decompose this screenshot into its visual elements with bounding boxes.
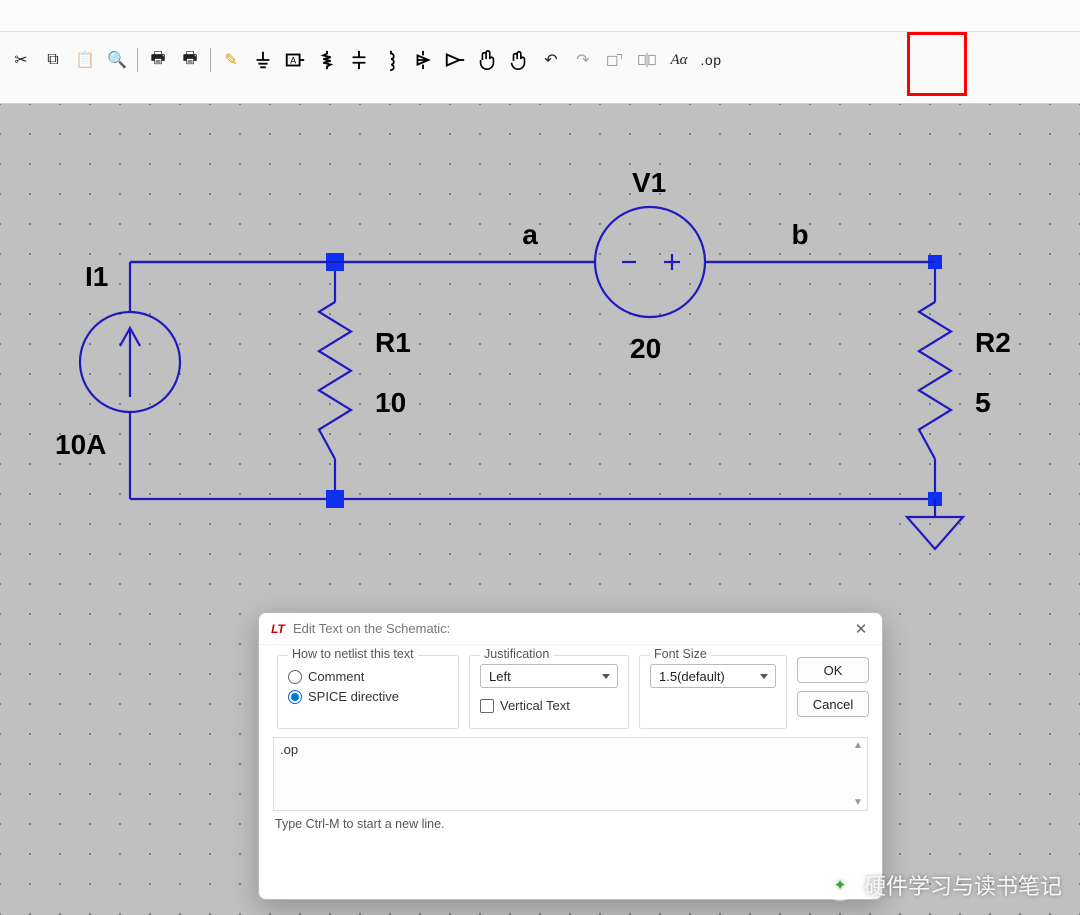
drag-icon[interactable] — [504, 45, 534, 75]
rotate-icon[interactable] — [600, 45, 630, 75]
svg-text:R1: R1 — [375, 327, 411, 358]
svg-text:V1: V1 — [632, 167, 666, 198]
comment-label: Comment — [308, 669, 364, 684]
svg-text:a: a — [522, 219, 538, 250]
just-value: Left — [489, 669, 511, 684]
netlist-legend: How to netlist this text — [288, 647, 418, 661]
svg-text:R2: R2 — [975, 327, 1011, 358]
vertical-checkbox[interactable] — [480, 699, 494, 713]
spice-radio[interactable] — [288, 690, 302, 704]
resistor-icon[interactable] — [312, 45, 342, 75]
svg-text:10A: 10A — [55, 429, 106, 460]
watermark: ✦ 硬件学习与读书笔记 — [824, 869, 1062, 901]
font-value: 1.5(default) — [659, 669, 725, 684]
mirror-icon[interactable] — [632, 45, 662, 75]
ok-label: OK — [824, 663, 843, 678]
cancel-label: Cancel — [813, 697, 853, 712]
cut-icon[interactable]: ✂ — [6, 45, 36, 75]
close-icon[interactable]: ✕ — [850, 620, 872, 638]
dialog-titlebar[interactable]: LT Edit Text on the Schematic: ✕ — [259, 613, 882, 645]
directive-text: .op — [280, 742, 298, 757]
dialog-body: How to netlist this text Comment SPICE d… — [259, 645, 882, 735]
move-icon[interactable] — [472, 45, 502, 75]
edit-text-dialog: LT Edit Text on the Schematic: ✕ How to … — [258, 612, 883, 900]
svg-text:b: b — [791, 219, 808, 250]
text-icon[interactable]: Aα — [664, 45, 694, 75]
dialog-title-text: Edit Text on the Schematic: — [293, 621, 850, 636]
justification-select[interactable]: Left — [480, 664, 618, 688]
svg-text:10: 10 — [375, 387, 406, 418]
toolbar-spacer — [0, 0, 1080, 32]
pencil-icon[interactable]: ✎ — [216, 45, 246, 75]
undo-icon[interactable]: ↶ — [536, 45, 566, 75]
inductor-icon[interactable] — [376, 45, 406, 75]
fontsize-group: Font Size 1.5(default) — [639, 655, 787, 729]
svg-text:A: A — [290, 56, 297, 66]
toolbar: ✂⧉📋🔍 🖶🖶 ✎ A ↶↷ Aα.op — [0, 32, 1080, 88]
vertical-text-row[interactable]: Vertical Text — [480, 698, 618, 713]
fontsize-select[interactable]: 1.5(default) — [650, 664, 776, 688]
capacitor-icon[interactable] — [344, 45, 374, 75]
copy-icon[interactable]: ⧉ — [38, 45, 68, 75]
vertical-label: Vertical Text — [500, 698, 570, 713]
redo-icon[interactable]: ↷ — [568, 45, 598, 75]
netlist-group: How to netlist this text Comment SPICE d… — [277, 655, 459, 729]
svg-text:I1: I1 — [85, 261, 108, 292]
ok-button[interactable]: OK — [797, 657, 869, 683]
dialog-hint: Type Ctrl-M to start a new line. — [259, 815, 882, 831]
font-legend: Font Size — [650, 647, 711, 661]
watermark-text: 硬件学习与读书笔记 — [864, 869, 1062, 901]
find-icon[interactable]: 🔍 — [102, 45, 132, 75]
svg-text:5: 5 — [975, 387, 991, 418]
directive-textarea[interactable]: .op ▲▼ — [273, 737, 868, 811]
cancel-button[interactable]: Cancel — [797, 691, 869, 717]
print-icon[interactable]: 🖶 — [143, 45, 173, 75]
app-icon: LT — [269, 620, 287, 638]
button-column: OK Cancel — [797, 655, 869, 729]
label-icon[interactable]: A — [280, 45, 310, 75]
printsetup-icon[interactable]: 🖶 — [175, 45, 205, 75]
op-icon[interactable]: .op — [696, 45, 726, 75]
svg-text:20: 20 — [630, 333, 661, 364]
just-legend: Justification — [480, 647, 553, 661]
textarea-scrollbar[interactable]: ▲▼ — [849, 738, 867, 810]
wechat-icon: ✦ — [824, 869, 856, 901]
diode-icon[interactable] — [408, 45, 438, 75]
justification-group: Justification Left Vertical Text — [469, 655, 629, 729]
comment-radio-row[interactable]: Comment — [288, 669, 448, 684]
comment-radio[interactable] — [288, 670, 302, 684]
spice-radio-row[interactable]: SPICE directive — [288, 689, 448, 704]
paste-icon[interactable]: 📋 — [70, 45, 100, 75]
ground-icon[interactable] — [248, 45, 278, 75]
spice-label: SPICE directive — [308, 689, 399, 704]
toolbar-area: ✂⧉📋🔍 🖶🖶 ✎ A ↶↷ Aα.op — [0, 0, 1080, 104]
component-icon[interactable] — [440, 45, 470, 75]
